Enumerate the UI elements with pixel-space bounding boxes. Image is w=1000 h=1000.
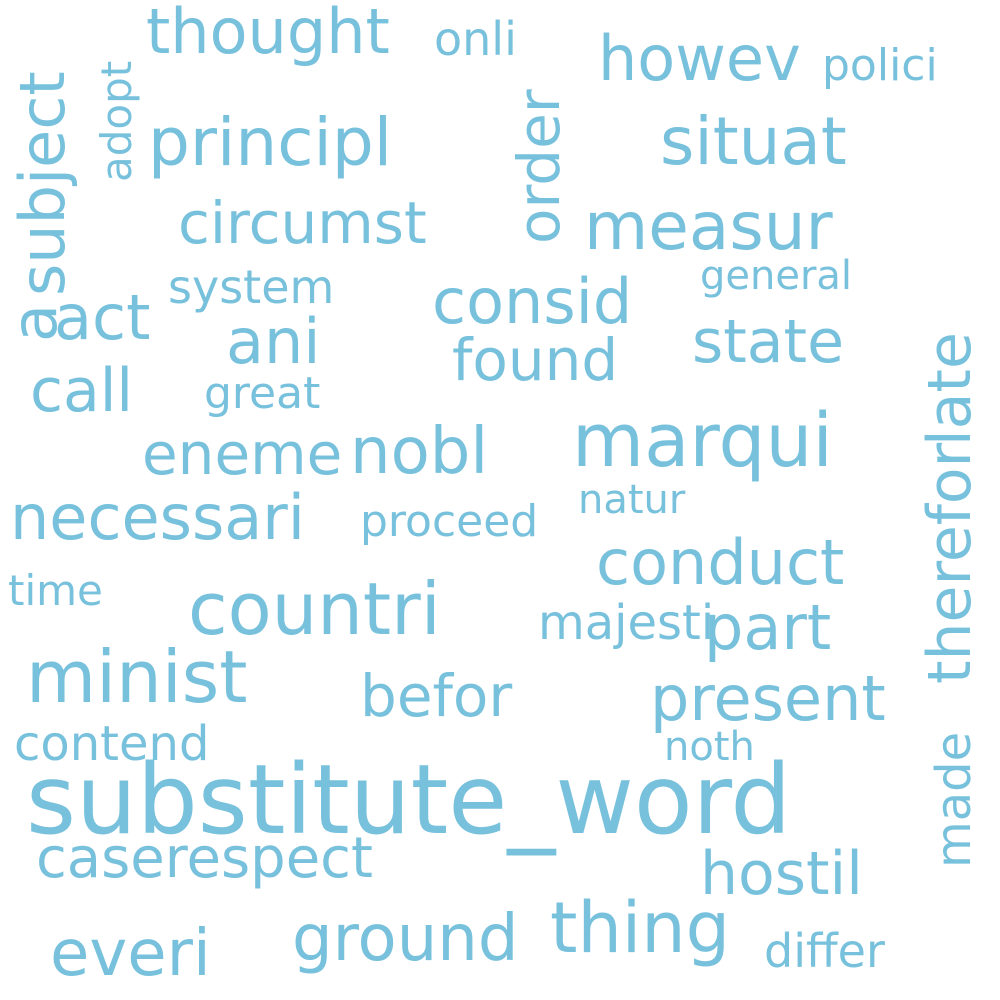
word-subject: general: [700, 253, 853, 299]
word-great: majesti: [538, 595, 715, 651]
word-minist: minist: [26, 635, 248, 719]
word-principl: principl: [148, 104, 393, 181]
word-noth: system: [168, 260, 335, 314]
word-call: call: [30, 356, 134, 426]
word-thing: thing: [550, 887, 731, 969]
word-order: time: [8, 566, 103, 615]
word-marqui: marqui: [572, 398, 833, 484]
word-contend: great: [204, 368, 321, 419]
word-thought: thought: [146, 0, 390, 68]
word-ani: ani: [226, 305, 321, 378]
word-ground: ground: [292, 902, 519, 976]
word-substitute-word: substitute_word: [26, 744, 792, 856]
word-adopt: natur: [578, 477, 686, 523]
word-present: present: [650, 662, 886, 735]
word-consid: consid: [432, 265, 633, 338]
word-late: contend: [14, 716, 210, 772]
word-differ: late: [915, 332, 985, 446]
word-made: adopt: [92, 60, 141, 182]
word-majesti: subject: [6, 71, 79, 296]
word-nobl: nobl: [350, 415, 489, 489]
word-everi: everi: [50, 917, 211, 991]
word-act: act: [54, 281, 151, 354]
word-befor: befor: [360, 662, 513, 730]
word-polici: made: [926, 731, 982, 868]
word-proceed: therefor: [915, 442, 985, 684]
word-situat: situat: [660, 103, 847, 180]
word-therefor: noth: [664, 724, 755, 770]
word-countri: countri: [188, 567, 441, 651]
word-time: onli: [434, 12, 517, 66]
word-general: differ: [764, 924, 885, 978]
word-a: a: [0, 304, 71, 342]
word-measur: measur: [584, 188, 833, 265]
word-eneme: eneme: [142, 420, 343, 488]
word-natur: polici: [822, 40, 938, 91]
word-caserespect: caserespect: [36, 826, 373, 891]
word-onli: order: [505, 89, 573, 244]
word-hostil: hostil: [700, 839, 863, 909]
word-howev: howev: [598, 22, 801, 95]
word-found: found: [452, 326, 619, 394]
word-system: proceed: [360, 496, 539, 547]
word-state: state: [692, 307, 844, 377]
word-conduct: conduct: [596, 526, 845, 599]
word-part: part: [704, 591, 832, 664]
word-circumst: circumst: [178, 189, 427, 257]
word-necessari: necessari: [10, 481, 305, 554]
